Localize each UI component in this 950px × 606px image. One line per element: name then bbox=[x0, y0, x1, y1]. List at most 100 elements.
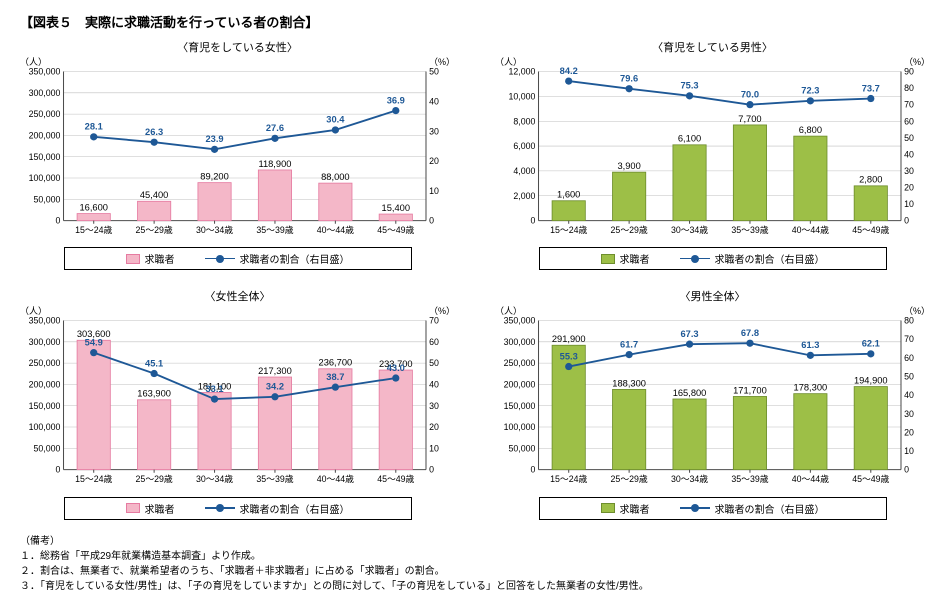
bar bbox=[379, 370, 412, 470]
svg-text:50: 50 bbox=[904, 372, 914, 382]
legend-line: 求職者の割合（右目盛） bbox=[205, 251, 350, 266]
bar bbox=[854, 186, 887, 221]
svg-text:10: 10 bbox=[904, 199, 914, 209]
legend-line: 求職者の割合（右目盛） bbox=[680, 501, 825, 516]
line-marker-icon bbox=[680, 504, 710, 512]
legend-line-label: 求職者の割合（右目盛） bbox=[240, 501, 350, 516]
svg-text:20: 20 bbox=[429, 423, 439, 433]
legend-bar: 求職者 bbox=[601, 501, 650, 516]
svg-text:45～49歳: 45～49歳 bbox=[852, 473, 889, 484]
svg-text:45～49歳: 45～49歳 bbox=[377, 224, 414, 235]
line-marker-icon bbox=[205, 255, 235, 263]
svg-text:10: 10 bbox=[429, 186, 439, 196]
chart-panel-3: 〈男性全体〉（人）（%）050,000100,000150,000200,000… bbox=[495, 288, 930, 519]
svg-text:28.1: 28.1 bbox=[85, 122, 103, 132]
legend: 求職者 求職者の割合（右目盛） bbox=[64, 247, 412, 270]
chart-subtitle: 〈男性全体〉 bbox=[495, 288, 930, 304]
svg-text:12,000: 12,000 bbox=[508, 67, 535, 77]
svg-text:150,000: 150,000 bbox=[29, 401, 61, 411]
legend: 求職者 求職者の割合（右目盛） bbox=[539, 497, 887, 520]
svg-text:33.1: 33.1 bbox=[205, 384, 223, 394]
svg-text:1,600: 1,600 bbox=[557, 190, 580, 200]
svg-text:40: 40 bbox=[429, 380, 439, 390]
svg-text:80: 80 bbox=[904, 83, 914, 93]
svg-text:40～44歳: 40～44歳 bbox=[317, 473, 354, 484]
svg-text:171,700: 171,700 bbox=[733, 386, 767, 396]
legend: 求職者 求職者の割合（右目盛） bbox=[539, 247, 887, 270]
svg-text:60: 60 bbox=[904, 353, 914, 363]
svg-text:26.3: 26.3 bbox=[145, 127, 163, 137]
svg-text:15,400: 15,400 bbox=[382, 203, 410, 213]
svg-text:35～39歳: 35～39歳 bbox=[731, 224, 768, 235]
svg-text:45～49歳: 45～49歳 bbox=[852, 224, 889, 235]
right-axis-unit: （%） bbox=[904, 55, 930, 68]
svg-text:0: 0 bbox=[530, 216, 535, 226]
svg-text:20: 20 bbox=[904, 183, 914, 193]
svg-text:6,100: 6,100 bbox=[678, 134, 701, 144]
line-series bbox=[569, 81, 871, 105]
svg-text:0: 0 bbox=[904, 465, 909, 475]
svg-text:27.6: 27.6 bbox=[266, 123, 284, 133]
svg-text:30～34歳: 30～34歳 bbox=[671, 224, 708, 235]
svg-text:89,200: 89,200 bbox=[200, 172, 228, 182]
legend-line-label: 求職者の割合（右目盛） bbox=[240, 251, 350, 266]
bar bbox=[77, 341, 110, 470]
svg-text:2,000: 2,000 bbox=[513, 191, 535, 201]
svg-text:6,000: 6,000 bbox=[513, 141, 535, 151]
svg-text:40～44歳: 40～44歳 bbox=[792, 224, 829, 235]
svg-text:163,900: 163,900 bbox=[137, 389, 171, 399]
bar bbox=[613, 172, 646, 220]
svg-text:16,600: 16,600 bbox=[79, 202, 107, 212]
svg-text:88,000: 88,000 bbox=[321, 172, 349, 182]
svg-text:10,000: 10,000 bbox=[508, 91, 535, 101]
svg-text:67.8: 67.8 bbox=[741, 328, 759, 338]
chart-svg: 050,000100,000150,000200,000250,000300,0… bbox=[20, 57, 455, 243]
bar bbox=[794, 136, 827, 221]
svg-text:50: 50 bbox=[429, 359, 439, 369]
chart-panel-1: 〈育児をしている男性〉（人）（%）02,0004,0006,0008,00010… bbox=[495, 39, 930, 270]
bar bbox=[319, 183, 352, 220]
svg-text:45.1: 45.1 bbox=[145, 359, 163, 369]
svg-text:25～29歳: 25～29歳 bbox=[136, 224, 173, 235]
svg-text:80: 80 bbox=[904, 316, 914, 326]
svg-text:30.4: 30.4 bbox=[326, 115, 345, 125]
svg-text:50,000: 50,000 bbox=[33, 444, 60, 454]
svg-text:84.2: 84.2 bbox=[560, 66, 578, 76]
svg-text:0: 0 bbox=[530, 465, 535, 475]
svg-text:75.3: 75.3 bbox=[680, 81, 698, 91]
svg-text:291,900: 291,900 bbox=[552, 335, 586, 345]
legend-line: 求職者の割合（右目盛） bbox=[680, 251, 825, 266]
svg-text:100,000: 100,000 bbox=[504, 423, 536, 433]
svg-text:34.2: 34.2 bbox=[266, 382, 284, 392]
chart-panel-2: 〈女性全体〉（人）（%）050,000100,000150,000200,000… bbox=[20, 288, 455, 519]
svg-text:20: 20 bbox=[429, 156, 439, 166]
svg-text:61.7: 61.7 bbox=[620, 340, 638, 350]
svg-text:100,000: 100,000 bbox=[29, 173, 61, 183]
legend-bar-label: 求職者 bbox=[145, 251, 175, 266]
right-axis-unit: （%） bbox=[904, 304, 930, 317]
svg-text:250,000: 250,000 bbox=[29, 109, 61, 119]
bar bbox=[552, 201, 585, 221]
svg-text:0: 0 bbox=[429, 216, 434, 226]
bar bbox=[673, 399, 706, 470]
bar bbox=[198, 393, 231, 470]
svg-text:10: 10 bbox=[904, 447, 914, 457]
svg-text:200,000: 200,000 bbox=[29, 380, 61, 390]
svg-text:70.0: 70.0 bbox=[741, 89, 759, 99]
svg-text:50: 50 bbox=[904, 133, 914, 143]
bar bbox=[733, 125, 766, 221]
svg-text:45～49歳: 45～49歳 bbox=[377, 473, 414, 484]
svg-text:350,000: 350,000 bbox=[29, 316, 61, 326]
svg-text:236,700: 236,700 bbox=[319, 358, 353, 368]
svg-text:3,900: 3,900 bbox=[617, 161, 640, 171]
svg-text:23.9: 23.9 bbox=[205, 134, 223, 144]
svg-text:7,700: 7,700 bbox=[738, 114, 761, 124]
svg-text:250,000: 250,000 bbox=[504, 359, 536, 369]
svg-text:30～34歳: 30～34歳 bbox=[196, 224, 233, 235]
left-axis-unit: （人） bbox=[20, 304, 47, 317]
svg-text:300,000: 300,000 bbox=[29, 337, 61, 347]
bar bbox=[138, 400, 171, 470]
left-axis-unit: （人） bbox=[20, 55, 47, 68]
chart-area: （人）（%）050,000100,000150,000200,000250,00… bbox=[20, 57, 455, 243]
legend-line-label: 求職者の割合（右目盛） bbox=[715, 251, 825, 266]
